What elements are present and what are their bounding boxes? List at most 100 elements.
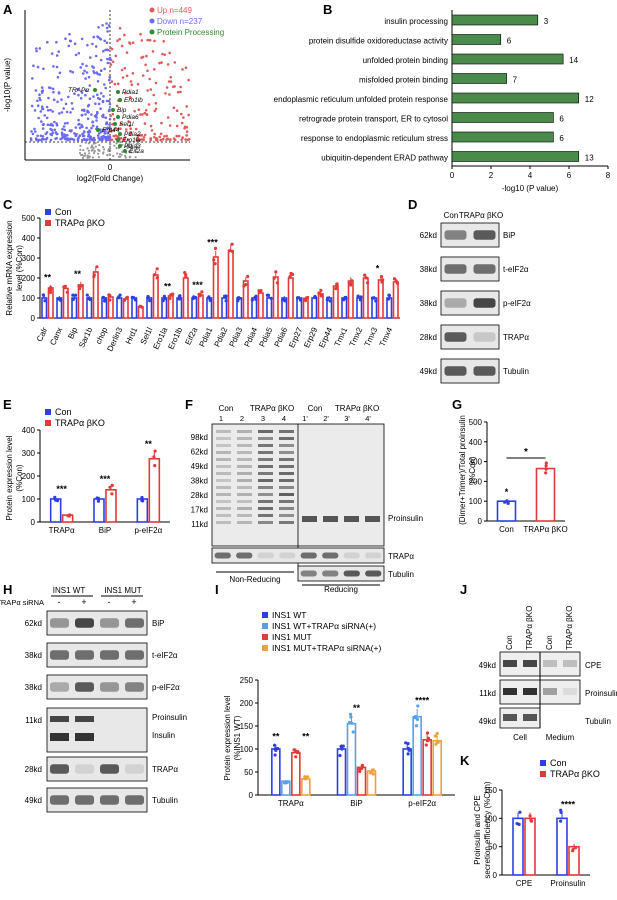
f-proinsulin-band: [365, 516, 380, 522]
volcano-point: [148, 77, 151, 81]
volcano-point: [76, 137, 80, 141]
volcano-gene-point: [123, 149, 127, 153]
f-trap-blot-band: [343, 552, 360, 559]
h-blot-band: [125, 764, 144, 774]
e-y-tick-label: 0: [31, 518, 36, 527]
k-dot: [515, 822, 519, 826]
c-dot: [319, 288, 323, 292]
volcano-point: [106, 135, 110, 138]
i-bar: [432, 739, 442, 796]
volcano-point: [119, 127, 122, 130]
h-proinsulin-band: [75, 716, 94, 722]
i-dot: [341, 744, 345, 748]
c-dot: [78, 287, 82, 291]
d-mw-label: 38kd: [420, 299, 437, 308]
c-legend-label: TRAPα βKO: [55, 218, 105, 228]
c-y-tick-label: 100: [22, 294, 36, 303]
volcano-point: [50, 52, 54, 55]
e-legend-swatch: [45, 409, 51, 415]
volcano-point: [40, 91, 44, 94]
volcano-point: [160, 61, 163, 64]
c-significance: **: [164, 281, 172, 291]
volcano-point-ns: [109, 141, 112, 144]
volcano-point: [52, 98, 56, 101]
f-group-label: Con: [219, 404, 234, 413]
volcano-point-ns: [130, 151, 133, 154]
c-dot: [366, 281, 370, 285]
volcano-point-ns: [119, 141, 122, 144]
b-x-tick-label: 8: [606, 171, 611, 180]
volcano-point: [96, 80, 100, 83]
f-mw-label: 28kd: [191, 491, 208, 500]
volcano-point: [102, 49, 105, 53]
volcano-point-ns: [87, 142, 90, 145]
k-y-tick-label: 50: [488, 843, 497, 852]
e-legend-label: Con: [55, 407, 72, 417]
h-mw-label: 11kd: [25, 716, 42, 725]
c-dot: [242, 284, 246, 288]
volcano-point: [133, 109, 136, 113]
volcano-gene-label: Pdia6: [122, 114, 139, 121]
c-dot: [71, 297, 75, 301]
k-y-tick-label: 0: [493, 871, 498, 880]
volcano-point: [104, 116, 108, 119]
c-bar: [257, 292, 264, 319]
c-dot: [131, 296, 135, 300]
f-tubulin-blot-band: [322, 570, 339, 577]
volcano-point: [109, 114, 112, 118]
volcano-point: [175, 134, 178, 138]
f-smear-band: [279, 472, 294, 475]
h-sign-label: +: [131, 597, 136, 607]
volcano-point: [114, 126, 117, 130]
i-y-tick-label: 50: [244, 768, 253, 777]
volcano-point: [144, 63, 147, 67]
volcano-point: [92, 35, 96, 39]
c-category-label: chop: [94, 326, 110, 346]
volcano-point: [151, 50, 155, 53]
g-dot: [544, 464, 548, 468]
volcano-point: [153, 136, 156, 139]
g-dot: [503, 500, 507, 504]
volcano-point: [131, 72, 135, 75]
k-y-label: secretion efficiency (%Con): [483, 781, 492, 879]
c-dot: [224, 299, 228, 303]
volcano-point: [41, 127, 45, 130]
j-cpe-band: [543, 660, 557, 667]
volcano-point: [55, 122, 58, 125]
f-smear-band: [216, 479, 231, 482]
volcano-point: [108, 136, 112, 140]
i-dot: [424, 743, 428, 747]
volcano-point: [34, 130, 37, 133]
volcano-point: [114, 54, 118, 58]
volcano-point: [86, 130, 90, 134]
f-right-label: Tubulin: [388, 570, 414, 579]
volcano-point: [186, 138, 190, 142]
k-y-label: Proinsulin and CPE: [473, 795, 482, 864]
volcano-point: [154, 81, 158, 85]
e-dot: [66, 514, 70, 518]
volcano-point-ns: [102, 152, 105, 155]
i-legend-swatch: [262, 634, 268, 640]
volcano-point: [153, 39, 156, 43]
h-blot-band: [125, 682, 144, 692]
f-smear-band: [258, 472, 273, 475]
volcano-point: [59, 137, 62, 141]
volcano-point: [123, 66, 127, 70]
volcano-point: [84, 113, 87, 116]
volcano-point: [35, 47, 38, 50]
volcano-point: [47, 96, 50, 100]
volcano-point: [177, 134, 181, 138]
legend-label: Up n=449: [157, 6, 192, 15]
volcano-point: [41, 135, 45, 138]
volcano-gene-point: [118, 144, 122, 148]
volcano-point: [36, 104, 40, 107]
i-bar: [422, 738, 432, 796]
volcano-point: [179, 85, 182, 89]
volcano-point: [91, 120, 94, 124]
volcano-point: [98, 132, 101, 135]
panel-label-e: E: [3, 397, 12, 412]
c-bar: [311, 297, 318, 319]
g-y-tick-label: 300: [469, 458, 483, 467]
volcano-point: [100, 135, 103, 139]
legend-swatch: [149, 29, 155, 35]
